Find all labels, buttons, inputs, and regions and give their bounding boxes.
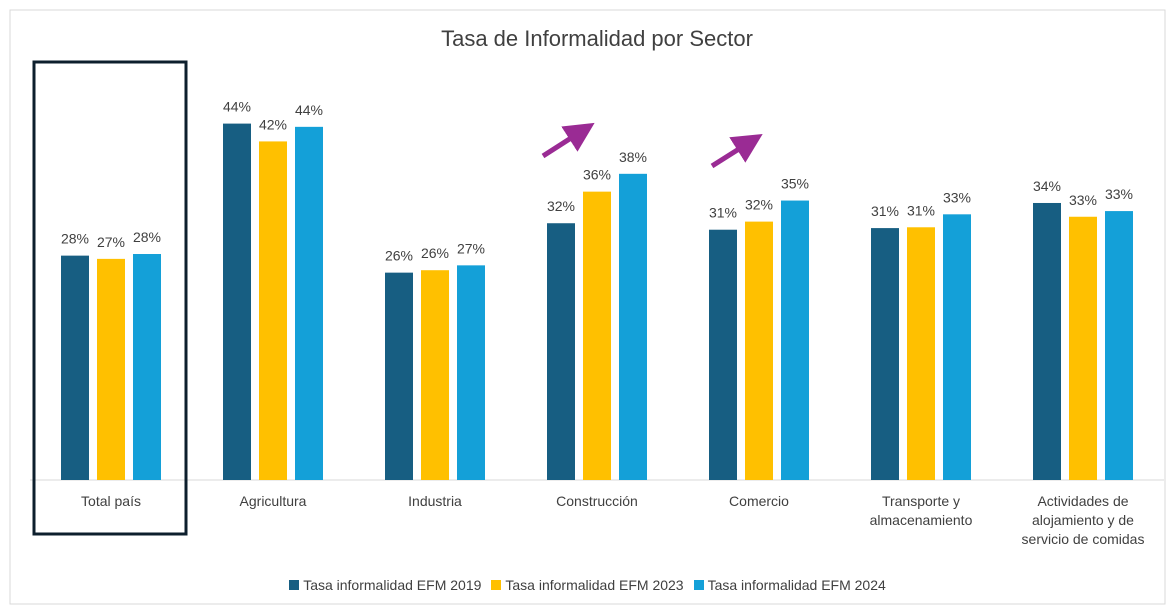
data-label: 26% <box>421 245 449 261</box>
bar <box>709 229 737 480</box>
x-tick-label: Industria <box>408 493 462 509</box>
data-label: 33% <box>1069 192 1097 208</box>
bar <box>457 265 485 480</box>
highlight-box <box>32 60 188 536</box>
data-label: 35% <box>781 176 809 192</box>
data-label: 42% <box>259 116 287 132</box>
legend-swatch <box>491 580 502 590</box>
bar <box>385 272 413 480</box>
bar <box>781 200 809 481</box>
bar <box>871 228 899 480</box>
bar <box>97 258 125 480</box>
arrow <box>541 122 595 159</box>
chart-title: Tasa de Informalidad por Sector <box>441 26 753 51</box>
x-tick-label: Construcción <box>556 493 638 509</box>
arrow <box>710 133 763 169</box>
data-label: 36% <box>583 167 611 183</box>
x-tick-label: Total país <box>81 493 141 509</box>
legend-swatch <box>693 580 704 590</box>
legend-item: Tasa informalidad EFM 2024 <box>693 577 886 593</box>
data-label: 44% <box>223 99 251 115</box>
bar <box>61 255 89 480</box>
data-label: 38% <box>619 149 647 165</box>
chart-border <box>9 9 1166 605</box>
data-label: 44% <box>295 102 323 118</box>
data-label: 32% <box>745 197 773 213</box>
data-label: 31% <box>907 202 935 218</box>
bar <box>907 227 935 480</box>
bar <box>223 123 251 480</box>
x-tick-label: Actividades de alojamiento y de servicio… <box>1021 493 1145 547</box>
x-tick-label: Comercio <box>729 493 789 509</box>
legend-item: Tasa informalidad EFM 2023 <box>491 577 684 593</box>
data-label: 28% <box>133 229 161 245</box>
legend: Tasa informalidad EFM 2019 Tasa informali… <box>0 577 1175 593</box>
data-label: 28% <box>61 231 89 247</box>
bar <box>295 126 323 480</box>
bar <box>943 214 971 480</box>
bar <box>1033 202 1061 481</box>
bar <box>1105 211 1133 480</box>
legend-swatch <box>289 580 300 590</box>
legend-label: Tasa informalidad EFM 2019 <box>303 577 482 593</box>
legend-item: Tasa informalidad EFM 2019 <box>289 577 481 593</box>
bar <box>583 191 611 480</box>
x-tick-label: Transporte y almacenamiento <box>869 493 973 528</box>
bar <box>259 141 287 481</box>
data-label: 26% <box>385 248 413 264</box>
bar <box>745 221 773 481</box>
bar <box>619 173 647 480</box>
data-label: 27% <box>97 234 125 250</box>
legend-label: Tasa informalidad EFM 2023 <box>505 577 684 593</box>
bar <box>133 254 161 480</box>
x-tick-label: Agricultura <box>239 493 307 509</box>
data-label: 31% <box>871 203 899 219</box>
legend-label: Tasa informalidad EFM 2024 <box>707 577 886 593</box>
data-label: 27% <box>457 240 485 256</box>
data-label: 33% <box>1105 186 1133 202</box>
data-label: 32% <box>547 198 575 214</box>
data-label: 33% <box>943 189 971 205</box>
bar <box>421 270 449 480</box>
bar <box>1069 216 1097 480</box>
bar <box>547 223 575 481</box>
data-label: 34% <box>1033 178 1061 194</box>
data-label: 31% <box>709 205 737 221</box>
